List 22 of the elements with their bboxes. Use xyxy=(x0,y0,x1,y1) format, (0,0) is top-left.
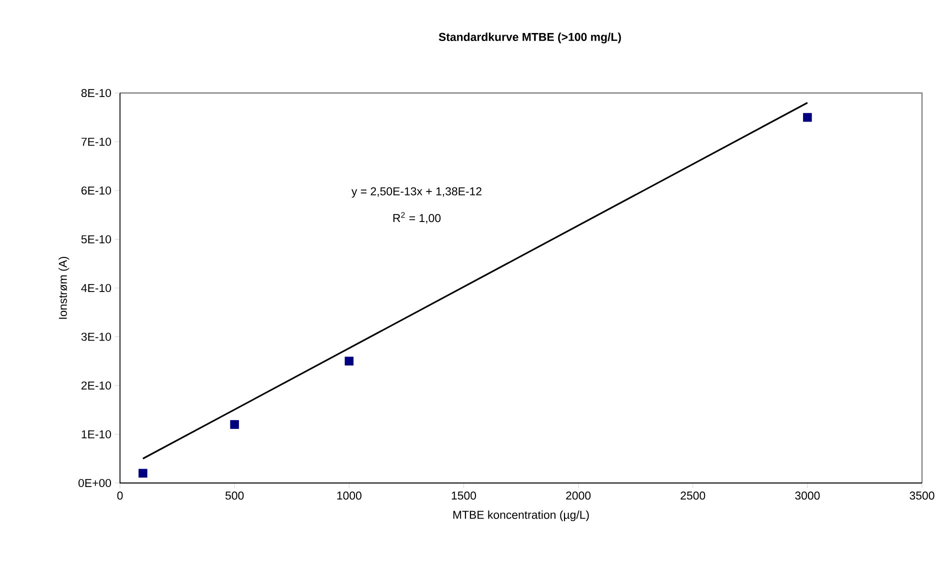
y-axis-title: Ionstrøm (A) xyxy=(58,256,70,319)
x-tick-label: 1500 xyxy=(452,492,476,500)
y-tick-label: 1E-10 xyxy=(82,430,112,438)
y-tick-label: 5E-10 xyxy=(81,235,112,244)
y-tick-label: 0E+00 xyxy=(78,478,112,488)
y-tick-label: 8E-10 xyxy=(81,88,112,98)
x-tick-label: 3500 xyxy=(910,492,934,500)
x-tick-label: 500 xyxy=(225,492,244,500)
y-tick-label: 6E-10 xyxy=(81,186,112,195)
x-tick-label: 0 xyxy=(117,492,123,500)
x-tick-label: 1000 xyxy=(337,492,362,500)
y-tick-label: 3E-10 xyxy=(81,332,112,341)
y-tick-label: 4E-10 xyxy=(81,284,112,292)
x-tick-label: 2500 xyxy=(680,492,706,500)
annotation: R$^{2}$ = 1,00 xyxy=(393,212,441,224)
chart-title: Standardkurve MTBE (>100 mg/L) xyxy=(438,32,621,44)
y-tick-label: 2E-10 xyxy=(81,381,112,390)
x-axis-title: MTBE koncentration (µg/L) xyxy=(453,510,589,522)
x-tick-label: 2000 xyxy=(566,492,591,500)
y-tick-label: 7E-10 xyxy=(82,138,112,146)
x-tick-label: 3000 xyxy=(795,492,820,500)
annotation: y = 2,50E-13x + 1,38E-12 xyxy=(351,187,482,198)
